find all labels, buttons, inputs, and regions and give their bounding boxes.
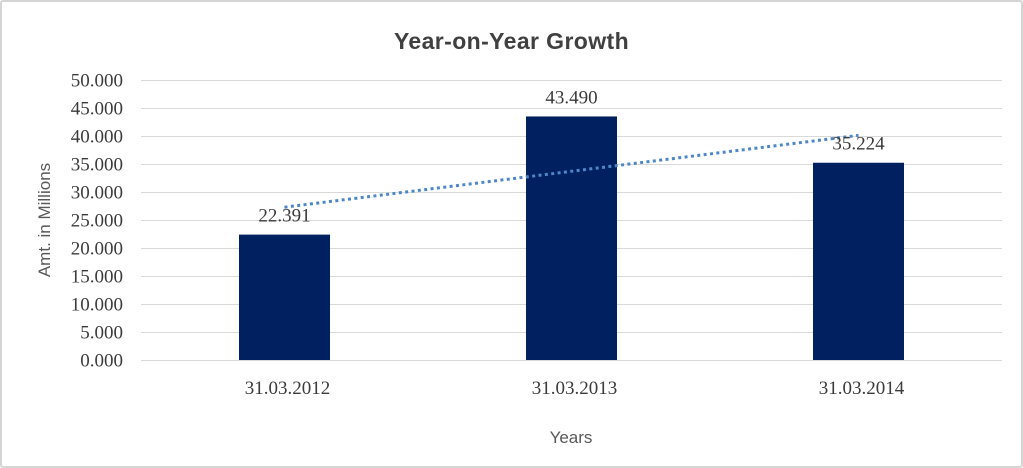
bar-value-label: 35.224	[832, 134, 885, 155]
x-axis-title: Years	[549, 428, 593, 447]
bar	[526, 116, 617, 361]
x-category-label: 31.03.2013	[532, 378, 618, 399]
y-tick-label: 0.000	[80, 351, 123, 372]
bar-value-label: 22.391	[258, 206, 310, 227]
y-tick-label: 15.000	[71, 267, 123, 288]
bar	[813, 162, 904, 360]
y-tick-label: 30.000	[71, 183, 123, 204]
chart-title: Year-on-Year Growth	[393, 28, 630, 54]
y-tick-label: 25.000	[71, 211, 123, 232]
x-category-label: 31.03.2014	[819, 378, 905, 399]
y-tick-label: 20.000	[71, 239, 123, 260]
y-tick-label: 50.000	[71, 71, 123, 92]
y-tick-label: 35.000	[71, 155, 123, 176]
x-category-label: 31.03.2012	[245, 378, 331, 399]
y-tick-label: 45.000	[71, 99, 123, 120]
trendline	[284, 133, 859, 209]
y-tick-label: 10.000	[71, 295, 123, 316]
y-tick-label: 5.000	[80, 323, 123, 344]
y-tick-label: 40.000	[71, 127, 123, 148]
bar	[239, 234, 330, 360]
bar-value-label: 43.490	[545, 87, 597, 108]
